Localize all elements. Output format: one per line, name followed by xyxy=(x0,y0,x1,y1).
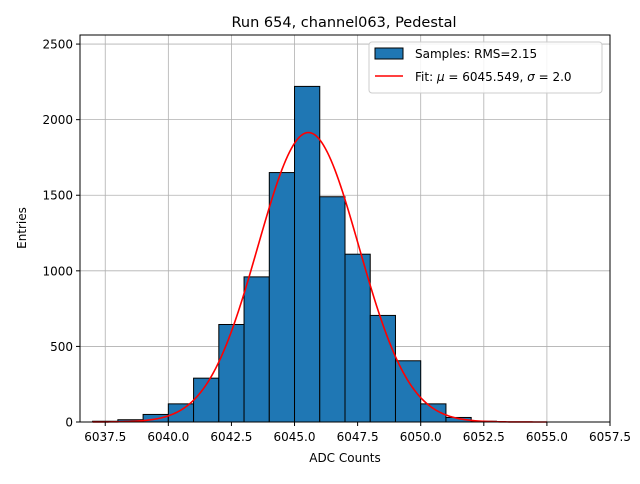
fit-curve xyxy=(92,131,547,423)
legend-fit-label: Fit: μ = 6045.549, σ = 2.0 xyxy=(415,70,572,84)
histogram-bar xyxy=(319,196,346,423)
histogram-bar xyxy=(268,172,296,423)
legend-histogram-swatch xyxy=(374,47,404,60)
x-tick-label-8: 6057.5 xyxy=(589,430,631,444)
y-tick-label-1: 500 xyxy=(50,340,73,354)
legend-histogram-label: Samples: RMS=2.15 xyxy=(415,47,537,61)
x-tick-label-4: 6047.5 xyxy=(337,430,379,444)
histogram-bar xyxy=(243,276,270,423)
y-tick-label-4: 2000 xyxy=(42,113,73,127)
y-tick-label-3: 1500 xyxy=(42,189,73,203)
plot-frame xyxy=(79,34,611,423)
legend-fit-sigma-symbol: σ xyxy=(527,70,535,84)
x-tick-label-6: 6052.5 xyxy=(463,430,505,444)
histogram-bar xyxy=(344,253,371,423)
x-axis-label: ADC Counts xyxy=(309,451,381,465)
y-tick-label-0: 0 xyxy=(65,416,73,430)
legend-fit-mu-symbol: μ xyxy=(436,70,445,84)
x-tick-label-5: 6050.0 xyxy=(400,430,442,444)
histogram-bar xyxy=(369,314,396,423)
y-tick-label-5: 2500 xyxy=(42,38,73,52)
x-tick-label-7: 6055.0 xyxy=(526,430,568,444)
legend-fit-label-prefix: Fit: xyxy=(415,70,437,84)
y-axis-label: Entries xyxy=(15,207,29,249)
x-tick-label-2: 6042.5 xyxy=(210,430,252,444)
chart-title: Run 654, channel063, Pedestal xyxy=(231,15,456,31)
histogram-bar xyxy=(167,403,195,423)
x-tick-label-1: 6040.0 xyxy=(147,430,189,444)
x-tick-label-3: 6045.0 xyxy=(274,430,316,444)
x-axis-ticks: 6037.5 6040.0 6042.5 6045.0 6047.5 6050.0 6052… xyxy=(84,422,631,444)
x-tick-label-0: 6037.5 xyxy=(84,430,126,444)
y-tick-label-2: 1000 xyxy=(42,264,73,278)
histogram-bar xyxy=(394,360,422,423)
legend-fit-mu-value: = 6045.549, xyxy=(445,70,528,84)
legend-box xyxy=(368,41,603,94)
legend: Samples: RMS=2.15 Fit: μ = 6045.549, σ =… xyxy=(368,41,603,94)
y-axis-ticks: 0 500 1000 1500 2000 2500 xyxy=(42,38,80,430)
legend-fit-sigma-value: = 2.0 xyxy=(535,70,572,84)
histogram-bar xyxy=(218,323,245,423)
